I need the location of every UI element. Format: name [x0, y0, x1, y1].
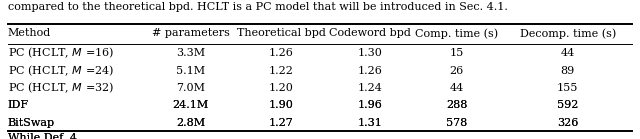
Text: 1.31: 1.31 — [357, 118, 382, 128]
Text: 288: 288 — [446, 100, 467, 110]
Text: compared to the theoretical bpd. HCLT is a PC model that will be introduced in S: compared to the theoretical bpd. HCLT is… — [8, 2, 508, 12]
Text: 592: 592 — [557, 100, 579, 110]
Text: 5.1M: 5.1M — [176, 66, 205, 75]
Text: Theoretical bpd: Theoretical bpd — [237, 28, 325, 38]
Text: While Def. 4 ...: While Def. 4 ... — [8, 133, 91, 139]
Text: 7.0M: 7.0M — [176, 83, 205, 93]
Text: 1.20: 1.20 — [269, 83, 293, 93]
Text: 24.1M: 24.1M — [173, 100, 209, 110]
Text: 1.22: 1.22 — [269, 66, 293, 75]
Text: IDF: IDF — [8, 100, 29, 110]
Text: 326: 326 — [557, 118, 579, 128]
Text: 1.90: 1.90 — [269, 100, 293, 110]
Text: 89: 89 — [561, 66, 575, 75]
Text: 1.27: 1.27 — [269, 118, 293, 128]
Text: 44: 44 — [449, 83, 464, 93]
Text: 1.26: 1.26 — [269, 48, 293, 58]
Text: 592: 592 — [557, 100, 579, 110]
Text: 1.27: 1.27 — [269, 118, 293, 128]
Text: 2.8M: 2.8M — [176, 118, 205, 128]
Text: Codeword bpd: Codeword bpd — [329, 28, 410, 38]
Text: 1.30: 1.30 — [357, 48, 382, 58]
Text: PC (HCLT, $M$ =16): PC (HCLT, $M$ =16) — [8, 46, 114, 60]
Text: 578: 578 — [446, 118, 467, 128]
Text: PC (HCLT, $M$ =32): PC (HCLT, $M$ =32) — [8, 81, 114, 95]
Text: 1.96: 1.96 — [357, 100, 382, 110]
Text: 26: 26 — [449, 66, 464, 75]
Text: 155: 155 — [557, 83, 579, 93]
Text: 1.31: 1.31 — [357, 118, 382, 128]
Text: # parameters: # parameters — [152, 28, 230, 38]
Text: Method: Method — [8, 28, 51, 38]
Text: 1.90: 1.90 — [269, 100, 293, 110]
Text: Comp. time (s): Comp. time (s) — [415, 28, 498, 39]
Text: 1.96: 1.96 — [357, 100, 382, 110]
Text: IDF: IDF — [8, 100, 29, 110]
Text: PC (HCLT, $M$ =24): PC (HCLT, $M$ =24) — [8, 63, 114, 78]
Text: 326: 326 — [557, 118, 579, 128]
Text: While Def. 4 ...: While Def. 4 ... — [8, 133, 91, 139]
Text: BitSwap: BitSwap — [8, 118, 55, 128]
Text: 2.8M: 2.8M — [176, 118, 205, 128]
Text: BitSwap: BitSwap — [8, 118, 55, 128]
Text: Decomp. time (s): Decomp. time (s) — [520, 28, 616, 39]
Text: 578: 578 — [446, 118, 467, 128]
Text: 15: 15 — [449, 48, 464, 58]
Text: 288: 288 — [446, 100, 467, 110]
Text: 1.26: 1.26 — [357, 66, 382, 75]
Text: 24.1M: 24.1M — [173, 100, 209, 110]
Text: 44: 44 — [561, 48, 575, 58]
Text: 3.3M: 3.3M — [176, 48, 205, 58]
Text: 1.24: 1.24 — [357, 83, 382, 93]
